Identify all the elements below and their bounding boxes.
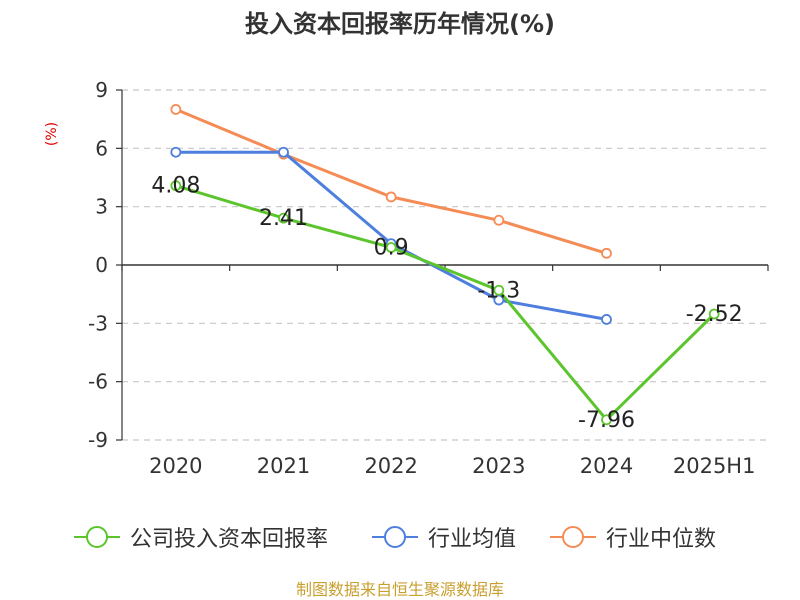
- y-tick-label: -3: [88, 311, 108, 335]
- legend-item-company[interactable]: 公司投入资本回报率: [72, 517, 328, 557]
- data-label: 2.41: [259, 206, 308, 231]
- data-label: -7.96: [578, 408, 635, 433]
- grid-layer: [122, 89, 768, 441]
- series-point: [708, 308, 720, 320]
- axis-layer: 9 6 3 0 -3 -6 -9 2020 2021 2022 2023 2024 2025H1: [88, 78, 769, 478]
- y-tick-label: 9: [95, 78, 108, 102]
- legend-marker-industry-mean: [372, 526, 418, 548]
- legend-item-industry-mean[interactable]: 行业均值: [370, 517, 516, 557]
- series-layer: [170, 104, 720, 426]
- series-point: [170, 146, 182, 158]
- series-point: [278, 212, 289, 224]
- series-line: [175, 184, 716, 422]
- x-tick-label: 2024: [580, 454, 633, 478]
- data-label: -2.52: [686, 302, 743, 327]
- series-point: [385, 242, 397, 253]
- x-tick-label: 2021: [257, 454, 310, 478]
- legend-marker-company: [74, 526, 120, 548]
- series-point: [601, 414, 612, 426]
- data-label: 4.08: [151, 174, 200, 199]
- series-point: [385, 191, 397, 203]
- series-point: [601, 314, 612, 325]
- legend: 公司投入资本回报率 行业均值 行业中位数: [0, 517, 800, 557]
- legend-item-industry-median[interactable]: 行业中位数: [548, 517, 716, 557]
- chart-title: 投入资本回报率历年情况(%): [245, 10, 555, 38]
- series-point: [170, 180, 182, 192]
- series-line: [175, 108, 607, 255]
- legend-label-company: 公司投入资本回报率: [130, 527, 329, 552]
- data-label: 0.9: [374, 236, 409, 261]
- series-point: [170, 104, 182, 115]
- x-tick-label: 2023: [472, 454, 525, 478]
- y-tick-label: 6: [95, 136, 108, 160]
- y-tick-label: 0: [95, 253, 108, 277]
- y-tick-label: -6: [88, 370, 108, 394]
- label-layer: 4.08 2.41 0.9 -1.3 -7.96 -2.52: [151, 174, 742, 433]
- y-tick-label: 3: [95, 195, 108, 219]
- x-tick-label: 2025H1: [673, 454, 756, 478]
- data-label: -1.3: [477, 278, 520, 303]
- x-tick-label: 2020: [149, 454, 202, 478]
- y-tick-label: -9: [88, 428, 108, 452]
- legend-label-industry-mean: 行业均值: [428, 527, 517, 552]
- legend-marker-industry-median: [550, 526, 596, 548]
- legend-label-industry-median: 行业中位数: [606, 527, 717, 552]
- series-point: [278, 146, 289, 158]
- x-tick-label: 2022: [364, 454, 417, 478]
- data-source: 制图数据来自恒生聚源数据库: [295, 580, 504, 599]
- series-point: [493, 214, 505, 226]
- series-point: [601, 247, 612, 259]
- series-point: [493, 284, 505, 296]
